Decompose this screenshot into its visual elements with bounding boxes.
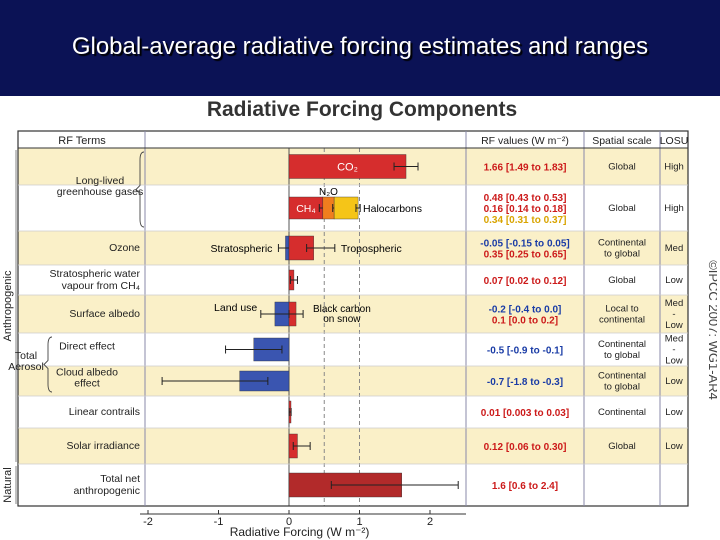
losu: - [672,345,675,356]
spatial-scale: continental [599,315,645,326]
title-banner [0,0,720,96]
x-tick-label: -2 [143,516,153,528]
bar-label: on snow [323,314,361,325]
bar-label: Black carbon [313,304,371,315]
outer-frame [17,130,689,507]
row-band [18,366,688,396]
x-tick-label: 1 [356,516,362,528]
losu: High [664,203,684,214]
spatial-scale: Global [608,441,635,452]
rf-value: -0.05 [-0.15 to 0.05] [480,239,569,250]
header-spatial-scale: Spatial scale [592,135,652,147]
group-label: Anthropogenic [2,270,14,341]
term-label: Ozone [109,242,140,254]
spatial-scale: to global [604,249,640,260]
term-label: Surface albedo [69,308,140,320]
bar-label: CH₄ [296,203,315,215]
term-label: vapour from CH₄ [62,280,140,292]
bar-label: Stratospheric [211,243,273,255]
spatial-scale: to global [604,350,640,361]
header-band [18,131,688,148]
losu: Low [665,320,683,331]
text-layer: Radiative Forcing Components RF Terms RF v… [2,98,688,539]
losu: High [664,162,684,173]
term-label: Cloud albedo [56,367,118,379]
row-band [18,231,688,265]
bracket-label: Total [15,350,37,362]
losu: Low [665,376,683,387]
bar-label: Halocarbons [363,203,422,215]
losu: Low [665,407,683,418]
term-label: Solar irradiance [66,440,140,452]
row-band [18,265,688,295]
rf-value: -0.7 [-1.8 to -0.3] [487,377,563,388]
group-label: Natural [2,467,14,502]
row-band [18,295,688,333]
rf-value: 0.48 [0.43 to 0.53] [484,193,567,204]
rf-value: 0.01 [0.003 to 0.03] [481,408,569,419]
spatial-scale: Local to [605,304,638,315]
term-label: effect [74,378,100,390]
term-label: anthropogenic [73,485,140,497]
losu: - [672,309,675,320]
bar-label: Land use [214,302,257,314]
losu: Low [665,275,683,286]
bracket-label: Aerosol [8,361,44,373]
spatial-scale: to global [604,382,640,393]
radiative-forcing-chart: Radiative Forcing Components RF Terms RF v… [2,98,689,539]
bracket [43,336,53,393]
credit-text: ©IPCC 2007: WG1-AR4 [706,260,717,400]
spatial-scale: Continental [598,238,646,249]
row-band [18,333,688,366]
bracket [135,151,145,228]
bar-label: CO₂ [337,162,358,174]
header-rf-values: RF values (W m⁻²) [481,135,569,147]
bar-label: Tropospheric [341,243,402,255]
rf-value: 0.1 [0.0 to 0.2] [492,316,558,327]
spatial-scale: Continental [598,407,646,418]
credit-label: ©IPCC 2007: WG1-AR4 [706,260,717,400]
term-label: Stratospheric water [50,268,141,280]
x-tick-label: -1 [214,516,224,528]
row-bands [18,131,688,506]
rf-value: 1.66 [1.49 to 1.83] [484,163,567,174]
losu: Low [665,356,683,367]
losu: Med [665,298,683,309]
bracket-label: Long-lived [76,175,125,187]
row-band [18,396,688,428]
spatial-scale: Continental [598,339,646,350]
bars-layer [161,154,459,498]
table-frame [15,130,689,515]
row-band [18,428,688,464]
bar [288,154,407,179]
spatial-scale: Continental [598,371,646,382]
bar-label: N₂O [319,187,338,198]
rf-value: 0.34 [0.31 to 0.37] [484,215,567,226]
spatial-scale: Global [608,162,635,173]
x-tick-label: 2 [427,516,433,528]
chart-title: Radiative Forcing Components [207,98,517,121]
slide-title: Global-average radiative forcing estimat… [71,33,649,60]
term-label: Total net [100,473,140,485]
rf-value: 0.16 [0.14 to 0.18] [484,204,567,215]
rf-value: 0.35 [0.25 to 0.65] [484,250,567,261]
bracket-label: greenhouse gases [57,186,143,198]
losu: Med [665,243,683,254]
rf-value: -0.2 [-0.4 to 0.0] [489,305,562,316]
x-axis-label: Radiative Forcing (W m⁻²) [230,525,370,539]
spatial-scale: Global [608,275,635,286]
term-label: Direct effect [59,341,115,353]
header-losu: LOSU [660,135,689,147]
rf-value: 0.07 [0.02 to 0.12] [484,276,567,287]
rf-value: 1.6 [0.6 to 2.4] [492,481,558,492]
rf-value: 0.12 [0.06 to 0.30] [484,442,567,453]
losu: Low [665,441,683,452]
bar [333,196,359,220]
term-label: Linear contrails [69,406,140,418]
header-rf-terms: RF Terms [58,135,106,147]
losu: Med [665,334,683,345]
rf-value: -0.5 [-0.9 to -0.1] [487,346,563,357]
spatial-scale: Global [608,203,635,214]
x-tick-label: 0 [286,516,292,528]
